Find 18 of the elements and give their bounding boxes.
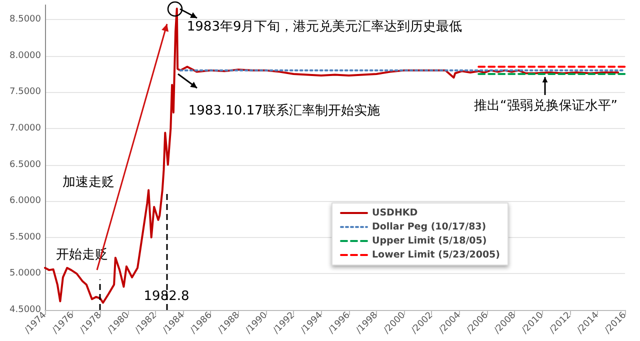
y-tick-label: 5.0000	[10, 268, 42, 279]
annotation: 推出“强弱兑换保证水平”	[474, 98, 618, 114]
y-tick-label: 7.0000	[10, 123, 42, 134]
y-tick-label: 7.5000	[10, 87, 42, 98]
y-tick-label: 6.5000	[10, 160, 42, 170]
legend-label: USDHKD	[372, 208, 418, 218]
y-tick-label: 8.0000	[10, 50, 42, 61]
legend-label: Upper Limit (5/18/05)	[372, 236, 487, 246]
legend-label: Dollar Peg (10/17/83)	[372, 222, 486, 232]
y-tick-label: 6.0000	[10, 196, 42, 206]
y-tick-label: 8.5000	[10, 14, 42, 25]
annotation: 1983.10.17联系汇率制开始实施	[188, 102, 380, 118]
y-tick-label: 5.5000	[10, 232, 42, 242]
legend-label: Lower Limit (5/23/2005)	[372, 250, 500, 260]
annotation: 加速走贬	[62, 175, 115, 190]
ref-line-label: 1982.8	[144, 289, 190, 304]
annotation: 1983年9月下旬，港元兑美元汇率达到历史最低	[186, 18, 462, 35]
y-tick-label: 4.5000	[10, 305, 42, 315]
